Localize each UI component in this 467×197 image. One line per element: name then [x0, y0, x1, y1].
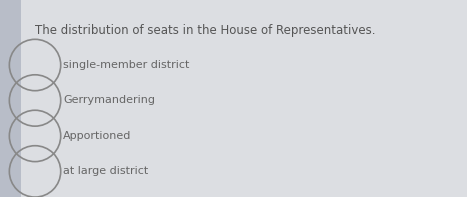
Text: Gerrymandering: Gerrymandering — [63, 96, 155, 105]
Text: single-member district: single-member district — [63, 60, 190, 70]
Text: The distribution of seats in the House of Representatives.: The distribution of seats in the House o… — [35, 24, 375, 37]
FancyBboxPatch shape — [0, 0, 21, 197]
Text: at large district: at large district — [63, 166, 149, 176]
Text: Apportioned: Apportioned — [63, 131, 131, 141]
